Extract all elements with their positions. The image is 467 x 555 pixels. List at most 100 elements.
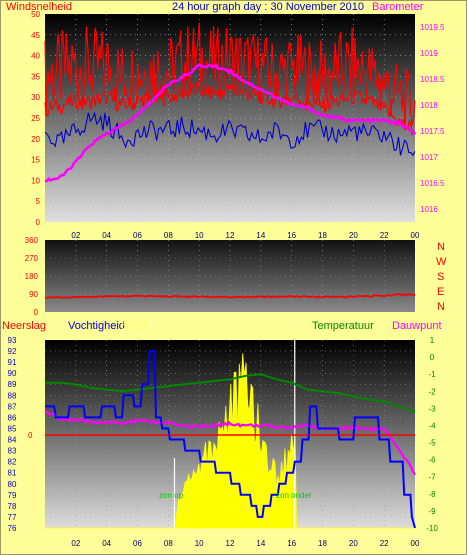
direction-tick-label: 0 bbox=[34, 308, 39, 317]
x-tick-label: 22 bbox=[380, 539, 389, 548]
x-tick-label: 14 bbox=[256, 539, 265, 548]
x-tick-label: 08 bbox=[164, 539, 173, 548]
panel3-axis-ticks: 76 77 78 79 80 81 82 83 84 85 86 87 88 89 90 91 92 93 1 0 -1… bbox=[8, 336, 439, 533]
temperature-tick-label: 1 bbox=[430, 336, 435, 345]
barometer-tick-label: 1017.5 bbox=[420, 127, 445, 136]
compass-s-label: S bbox=[437, 271, 444, 283]
x-tick-label: 22 bbox=[380, 231, 389, 240]
x-tick-label: 16 bbox=[287, 539, 296, 548]
wind-tick-label: 25 bbox=[31, 114, 40, 123]
barometer-tick-label: 1016.5 bbox=[420, 179, 445, 188]
wind-tick-label: 15 bbox=[31, 156, 40, 165]
temperature-tick-label: -5 bbox=[428, 439, 436, 448]
x-tick-label: 00 bbox=[411, 231, 420, 240]
humidity-tick-label: 81 bbox=[8, 469, 17, 478]
temperature-tick-label: -2 bbox=[428, 387, 436, 396]
barometer-tick-label: 1019 bbox=[420, 49, 438, 58]
humidity-tick-label: 92 bbox=[8, 347, 17, 356]
chart-title: 24 hour graph day : 30 November 2010 bbox=[172, 1, 364, 13]
humidity-tick-label: 91 bbox=[8, 358, 17, 367]
panel1-x-tick-labels: 02 04 06 08 10 12 14 16 18 20 22 00 bbox=[71, 231, 420, 240]
barometer-line bbox=[44, 62, 417, 183]
temperature-tick-label: -6 bbox=[428, 456, 436, 465]
x-tick-label: 04 bbox=[102, 539, 111, 548]
temperature-tick-label: -4 bbox=[428, 421, 436, 430]
wind-tick-label: 20 bbox=[31, 135, 40, 144]
panel3-series bbox=[44, 340, 416, 529]
temperature-tick-label: -9 bbox=[428, 507, 436, 516]
humidity-tick-label: 80 bbox=[8, 480, 17, 489]
wind-direction-line bbox=[44, 292, 416, 299]
barometer-tick-label: 1018.5 bbox=[420, 75, 445, 84]
wind-axis-label: Windsnelheid bbox=[6, 1, 72, 13]
temperature-tick-label: -7 bbox=[428, 473, 436, 482]
x-tick-label: 14 bbox=[256, 231, 265, 240]
wind-speed-line bbox=[44, 80, 416, 136]
wind-tick-label: 0 bbox=[36, 218, 41, 227]
solar-label: Solar bbox=[121, 320, 147, 332]
humidity-tick-label: 88 bbox=[8, 391, 17, 400]
x-tick-label: 10 bbox=[195, 231, 204, 240]
panel3-x-tick-labels: 02 04 06 08 10 12 14 16 18 20 22 00 bbox=[71, 539, 420, 548]
barometer-tick-label: 1019.5 bbox=[420, 23, 445, 32]
wind-tick-label: 40 bbox=[31, 52, 40, 61]
rain-label: Neerslag bbox=[2, 320, 46, 332]
wind-tick-label: 45 bbox=[31, 31, 40, 40]
temperature-tick-label: -8 bbox=[428, 490, 436, 499]
x-tick-label: 06 bbox=[133, 231, 142, 240]
direction-tick-label: 270 bbox=[25, 254, 39, 263]
humidity-label: Vochtigheid bbox=[68, 320, 125, 332]
panel2-grid bbox=[45, 240, 415, 312]
humidity-tick-label: 86 bbox=[8, 413, 17, 422]
humidity-tick-label: 85 bbox=[8, 424, 17, 433]
x-tick-label: 16 bbox=[287, 231, 296, 240]
x-tick-label: 06 bbox=[133, 539, 142, 548]
humidity-tick-label: 89 bbox=[8, 380, 17, 389]
x-tick-label: 04 bbox=[102, 231, 111, 240]
solar-area bbox=[45, 353, 415, 529]
panel1-series bbox=[44, 22, 417, 183]
compass-w-label: W bbox=[436, 256, 447, 268]
temperature-label: Temperatuur bbox=[312, 320, 374, 332]
barometer-tick-label: 1016 bbox=[420, 205, 438, 214]
humidity-line bbox=[45, 350, 416, 529]
x-tick-label: 08 bbox=[164, 231, 173, 240]
barometer-tick-label: 1018 bbox=[420, 101, 438, 110]
compass-n2-label: N bbox=[437, 301, 445, 313]
compass-e-label: E bbox=[437, 286, 444, 298]
x-tick-label: 02 bbox=[71, 539, 80, 548]
x-tick-label: 18 bbox=[318, 231, 327, 240]
wind-tick-label: 35 bbox=[31, 72, 40, 81]
humidity-tick-label: 79 bbox=[8, 491, 17, 500]
temperature-tick-label: -10 bbox=[426, 524, 438, 533]
dewpoint-label: Dauwpunt bbox=[392, 320, 442, 332]
rain-zero-marker: 0 bbox=[28, 431, 33, 440]
humidity-tick-label: 87 bbox=[8, 402, 17, 411]
direction-tick-label: 180 bbox=[25, 272, 39, 281]
barometer-tick-label: 1017 bbox=[420, 153, 438, 162]
panel1-axis-ticks: 0 5 10 15 20 25 30 35 40 45 50 1016 1016.5 1017 1017.5… bbox=[31, 10, 445, 227]
humidity-tick-label: 78 bbox=[8, 502, 17, 511]
humidity-tick-label: 93 bbox=[8, 336, 17, 345]
humidity-tick-label: 82 bbox=[8, 458, 17, 467]
wind-tick-label: 5 bbox=[36, 197, 41, 206]
wind-average-line bbox=[44, 111, 416, 157]
humidity-tick-label: 90 bbox=[8, 369, 17, 378]
x-tick-label: 00 bbox=[411, 539, 420, 548]
panel2-axis-ticks: 0 90 180 270 360 bbox=[25, 236, 39, 317]
wind-gust-line bbox=[44, 22, 416, 131]
x-tick-label: 12 bbox=[226, 231, 235, 240]
humidity-tick-label: 83 bbox=[8, 447, 17, 456]
x-tick-label: 20 bbox=[349, 231, 358, 240]
humidity-tick-label: 77 bbox=[8, 513, 17, 522]
direction-tick-label: 360 bbox=[25, 236, 39, 245]
compass-n-label: N bbox=[437, 241, 445, 253]
wind-tick-label: 10 bbox=[31, 176, 40, 185]
humidity-tick-label: 84 bbox=[8, 436, 17, 445]
x-tick-label: 02 bbox=[71, 231, 80, 240]
temperature-line bbox=[45, 373, 416, 413]
x-tick-label: 12 bbox=[226, 539, 235, 548]
direction-tick-label: 90 bbox=[29, 290, 38, 299]
sunrise-annotation: zon op bbox=[159, 491, 184, 500]
